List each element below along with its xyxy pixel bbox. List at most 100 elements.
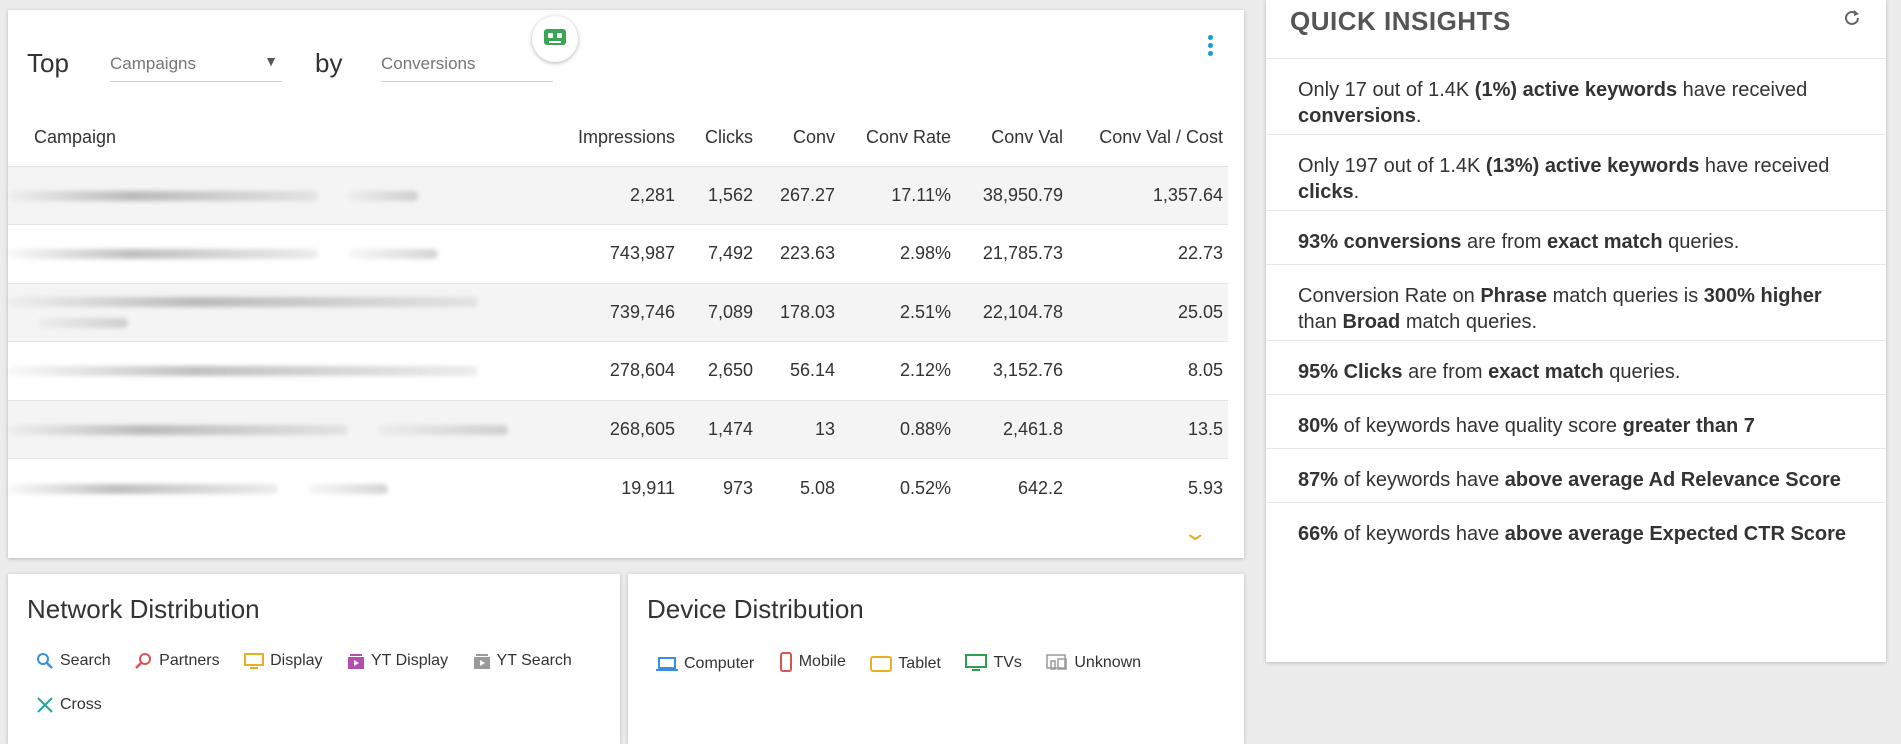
insight-highlight: above average Expected CTR Score [1504, 523, 1847, 545]
insights-list: Only 17 out of 1.4K (1%) active keywords… [1266, 58, 1886, 558]
legend-cross[interactable]: Cross [36, 696, 102, 714]
table-cell: 268,605 [577, 399, 680, 459]
insight-item: 93% conversions are from exact match que… [1266, 210, 1886, 264]
insight-text: have received [1677, 79, 1808, 101]
top-campaigns-card: Top Campaigns ▼ by Conversions Campaign … [8, 10, 1244, 558]
device-distribution-card: Device Distribution Computer Mobile Tabl… [628, 574, 1244, 744]
insight-highlight: exact match [1488, 361, 1604, 383]
col-conv-val-cost[interactable]: Conv Val / Cost [1099, 127, 1223, 148]
insight-text: queries. [1603, 361, 1681, 383]
table-row[interactable]: 278,604 2,650 56.14 2.12% 3,152.76 8.05 [8, 341, 1228, 400]
expand-chevron-icon[interactable]: ⌄ [1182, 520, 1209, 545]
insights-title: QUICK INSIGHTS [1290, 6, 1511, 36]
insight-text: Only 17 out of 1.4K [1298, 79, 1475, 101]
table-cell: 739,746 [577, 282, 680, 342]
insight-text: have received [1699, 155, 1830, 177]
insights-header: QUICK INSIGHTS [1266, 0, 1886, 44]
caret-down-icon: ▼ [264, 53, 278, 69]
insight-text: Only 197 out of 1.4K [1298, 155, 1486, 177]
campaign-table: Campaign Impressions Clicks Conv Conv Ra… [8, 110, 1228, 517]
table-cell: 7,492 [680, 224, 758, 283]
insight-text: match queries is [1547, 285, 1704, 307]
col-conv-rate[interactable]: Conv Rate [865, 127, 951, 148]
legend-display[interactable]: Display [244, 652, 323, 670]
insight-highlight: (1%) active keywords [1474, 79, 1678, 101]
legend-yt-search[interactable]: YT Search [473, 652, 572, 670]
table-row[interactable]: 268,605 1,474 13 0.88% 2,461.8 13.5 [8, 399, 1228, 459]
insight-item: 80% of keywords have quality score great… [1266, 394, 1886, 448]
legend-tvs[interactable]: TVs [965, 654, 1022, 672]
legend-tablet[interactable]: Tablet [870, 655, 941, 673]
table-row[interactable]: 19,911 973 5.08 0.52% 642.2 5.93 [8, 458, 1228, 517]
insight-highlight: 300% higher [1703, 285, 1822, 307]
table-cell: 13 [758, 399, 840, 459]
table-cell: 743,987 [577, 224, 680, 283]
table-cell: 2,461.8 [956, 399, 1068, 459]
legend-unknown[interactable]: Unknown [1046, 654, 1141, 672]
table-cell: 56.14 [758, 341, 840, 400]
col-conv-val[interactable]: Conv Val [991, 127, 1063, 148]
table-cell: 17.11% [840, 165, 956, 225]
search-icon [37, 653, 53, 669]
insight-text: than [1298, 311, 1343, 333]
insight-highlight: 95% Clicks [1298, 361, 1403, 383]
partners-search-icon [135, 653, 152, 669]
table-cell: 267.27 [758, 165, 840, 225]
campaign-name-redacted [8, 341, 578, 400]
campaign-name-redacted [8, 458, 578, 517]
network-title: Network Distribution [27, 594, 260, 624]
insight-highlight: above average Ad Relevance Score [1504, 469, 1841, 491]
legend-search[interactable]: Search [36, 652, 111, 670]
insight-text: . [1353, 181, 1360, 203]
insight-item: Only 17 out of 1.4K (1%) active keywords… [1266, 58, 1886, 134]
legend-yt-display[interactable]: YT Display [347, 652, 448, 670]
assistant-bot-button[interactable] [532, 16, 578, 62]
table-cell: 223.63 [758, 224, 840, 283]
device-title: Device Distribution [647, 594, 864, 624]
table-cell: 19,911 [577, 458, 680, 517]
col-campaign[interactable]: Campaign [34, 127, 117, 148]
insight-text: of keywords have quality score [1338, 415, 1623, 437]
table-cell: 642.2 [956, 458, 1068, 517]
table-cell: 2,281 [577, 165, 680, 225]
dimension-select[interactable]: Campaigns ▼ [110, 46, 282, 82]
table-cell: 2.98% [840, 224, 956, 283]
table-cell: 1,357.64 [1068, 165, 1228, 225]
metric-select[interactable]: Conversions [381, 46, 553, 82]
more-options-icon[interactable] [1204, 32, 1216, 62]
tv-icon [965, 654, 988, 671]
dimension-select-value: Campaigns [110, 54, 196, 73]
table-cell: 0.88% [840, 399, 956, 459]
col-impressions[interactable]: Impressions [577, 127, 675, 148]
insight-highlight: 80% [1298, 415, 1339, 437]
top-label: Top [27, 48, 69, 78]
legend-computer[interactable]: Computer [656, 655, 754, 673]
metric-select-value: Conversions [381, 54, 476, 73]
table-cell: 178.03 [758, 282, 840, 342]
campaign-name-redacted [8, 224, 578, 283]
table-cell: 22.73 [1068, 224, 1228, 283]
table-cell: 21,785.73 [956, 224, 1068, 283]
col-clicks[interactable]: Clicks [705, 127, 753, 148]
table-cell: 2.12% [840, 341, 956, 400]
legend-partners[interactable]: Partners [135, 652, 220, 670]
legend-mobile[interactable]: Mobile [779, 652, 846, 672]
insight-highlight: clicks [1298, 181, 1354, 203]
table-cell: 5.93 [1068, 458, 1228, 517]
table-cell: 13.5 [1068, 399, 1228, 459]
table-row[interactable]: 2,281 1,562 267.27 17.11% 38,950.79 1,357.64 [8, 165, 1228, 225]
refresh-icon[interactable] [1842, 8, 1862, 28]
insight-highlight: exact match [1547, 231, 1663, 253]
campaign-name-redacted [8, 165, 578, 225]
table-row[interactable]: 743,987 7,492 223.63 2.98% 21,785.73 22.73 [8, 224, 1228, 283]
table-row[interactable]: 739,746 7,089 178.03 2.51% 22,104.78 25.05 [8, 282, 1228, 342]
col-conv[interactable]: Conv [792, 127, 835, 148]
display-icon [244, 653, 265, 669]
yt-search-icon [473, 654, 490, 669]
table-cell: 2.51% [840, 282, 956, 342]
table-cell: 278,604 [577, 341, 680, 400]
insight-item: Conversion Rate on Phrase match queries … [1266, 264, 1886, 340]
tablet-icon [870, 656, 893, 672]
insight-item: 95% Clicks are from exact match queries. [1266, 340, 1886, 394]
table-cell: 7,089 [680, 282, 758, 342]
